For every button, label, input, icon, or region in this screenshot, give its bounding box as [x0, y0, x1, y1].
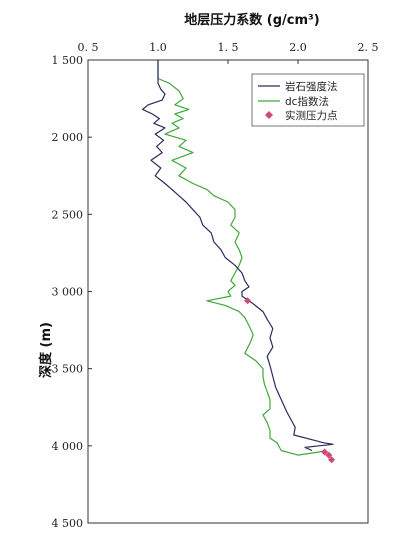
measured-point-0 [244, 297, 252, 305]
y-tick-label-2: 2 500 [52, 208, 84, 221]
y-tick-label-6: 4 500 [52, 517, 84, 530]
legend-label-rock: 岩石强度法 [285, 80, 338, 93]
legend-swatch-measured [265, 111, 273, 119]
measured-point-2 [325, 451, 333, 459]
x-tick-label-0: 0. 5 [78, 41, 99, 54]
series-layer [142, 60, 334, 456]
x-axis: 0. 5 1.0 1. 5 2.0 2. 5 [78, 41, 379, 64]
y-tick-label-4: 3 500 [52, 363, 84, 376]
y-axis-label: 深度 (m) [38, 322, 54, 378]
measured-points [244, 297, 336, 464]
x-tick-label-1: 1.0 [149, 41, 167, 54]
x-tick-label-4: 2. 5 [358, 41, 379, 54]
chart-title: 地层压力系数 (g/cm³) [184, 12, 319, 28]
legend-label-dc: dc指数法 [285, 95, 329, 108]
series-line-1 [157, 60, 327, 456]
measured-point-3 [328, 456, 336, 464]
y-axis: 1 500 2 000 2 500 3 000 3 500 4 000 4 500 [52, 54, 92, 530]
series-line-0 [142, 60, 334, 452]
x-tick-label-3: 2.0 [289, 41, 307, 54]
y-tick-label-3: 3 000 [52, 286, 84, 299]
x-tick-label-2: 1. 5 [218, 41, 239, 54]
y-tick-label-5: 4 000 [52, 440, 84, 453]
legend: 岩石强度法 dc指数法 实测压力点 [251, 73, 365, 127]
legend-label-measured: 实测压力点 [285, 109, 338, 122]
y-tick-label-0: 1 500 [52, 54, 84, 67]
y-tick-label-1: 2 000 [52, 131, 84, 144]
measured-point-1 [321, 448, 329, 456]
